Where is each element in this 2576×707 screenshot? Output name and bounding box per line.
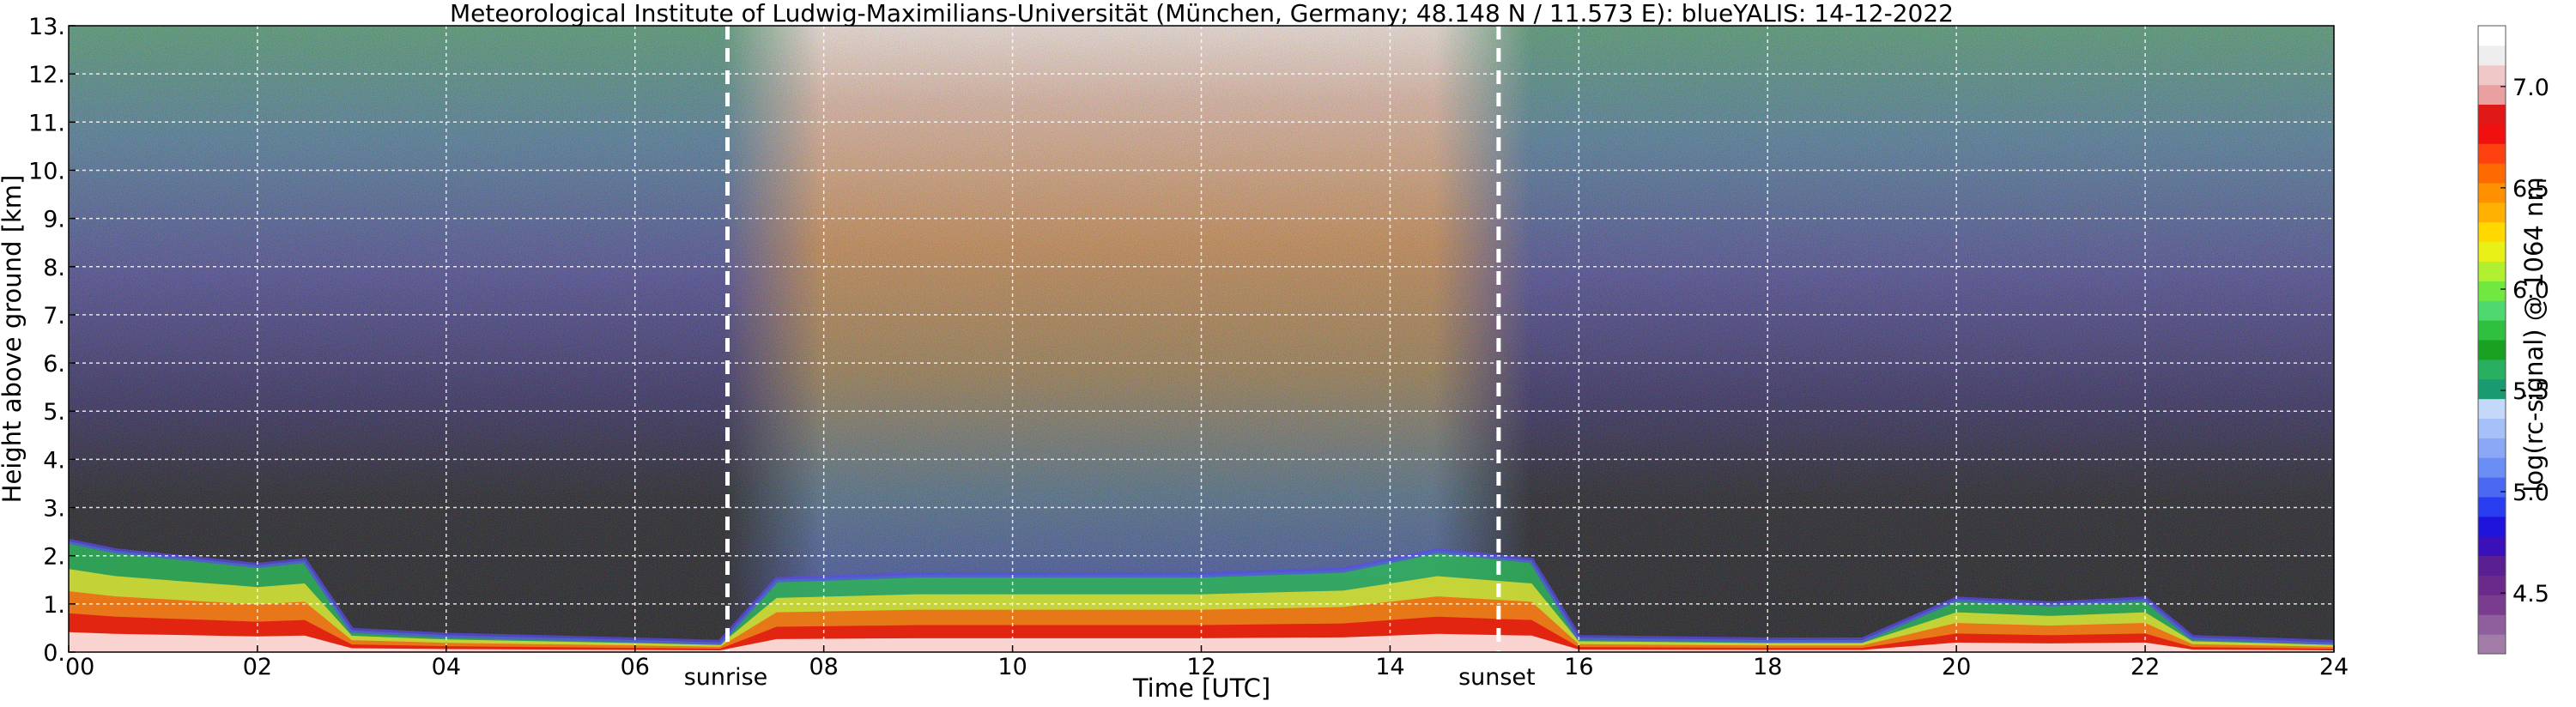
signal-noise-texture: [69, 26, 2334, 652]
colorbar-segment: [2478, 45, 2506, 66]
boundary-layer-band-4: [69, 631, 2334, 652]
colorbar-segment: [2478, 497, 2506, 517]
y-tick-label: 3.: [43, 496, 65, 523]
y-tick-label: 0.: [43, 640, 65, 667]
colorbar-segment: [2478, 340, 2506, 360]
colorbar-segment: [2478, 183, 2506, 203]
x-tick-label: 16: [1564, 654, 1593, 680]
colorbar-segment: [2478, 84, 2506, 105]
x-tick-label: 10: [997, 654, 1027, 680]
boundary-layer-top-line: [69, 538, 2334, 645]
colorbar-segment: [2478, 555, 2506, 576]
colorbar-segment: [2478, 104, 2506, 124]
plot-area: [69, 26, 2334, 652]
colorbar-tick-label: 7.0: [2512, 75, 2549, 101]
colorbar-segment: [2478, 595, 2506, 615]
y-tick-label: 7.: [43, 303, 65, 329]
colorbar-tick-label: 5.5: [2512, 378, 2549, 405]
colorbar-tick-label: 6.0: [2512, 277, 2549, 304]
x-tick-label: 14: [1375, 654, 1404, 680]
colorbar-segment: [2478, 418, 2506, 438]
colorbar-segment: [2478, 26, 2506, 46]
colorbar-segment: [2478, 281, 2506, 301]
colorbar-segment: [2478, 359, 2506, 380]
colorbar-ticks: 4.5 5.0 5.5 6.0 6.5 7.0: [2500, 75, 2549, 607]
colorbar-segment: [2478, 438, 2506, 458]
colorbar-frame: [2477, 25, 2506, 655]
y-tick-label: 8.: [43, 255, 65, 281]
colorbar-segment: [2478, 300, 2506, 321]
y-tick-label: 10.: [28, 158, 65, 184]
sunrise-label: sunrise: [684, 664, 768, 691]
y-tick-label: 11.: [28, 110, 65, 136]
x-axis-title: Time [UTC]: [1132, 674, 1270, 703]
colorbar-tick-label: 4.5: [2512, 581, 2549, 607]
colorbar-segment: [2478, 457, 2506, 478]
colorbar-segment: [2478, 124, 2506, 144]
grid-lines: [69, 26, 2334, 652]
x-tick-label: 22: [2131, 654, 2160, 680]
y-tick-label: 12.: [28, 62, 65, 88]
x-tick-label: 20: [1942, 654, 1971, 680]
boundary-layer-band-2: [69, 590, 2334, 652]
y-tick-label: 5.: [43, 399, 65, 426]
colorbar-segment: [2478, 143, 2506, 164]
colorbar-segment: [2478, 535, 2506, 557]
y-tick-label: 2.: [43, 544, 65, 571]
colorbar-tick-label: 6.5: [2512, 176, 2549, 202]
plot-title: Meteorological Institute of Ludwig-Maxim…: [450, 0, 1954, 27]
colorbar-segment: [2478, 398, 2506, 419]
y-tick-label: 1.: [43, 592, 65, 619]
colorbar-segment: [2478, 477, 2506, 498]
y-tick-label: 9.: [43, 207, 65, 233]
x-tick-label: 08: [809, 654, 838, 680]
y-tick-label: 4.: [43, 447, 65, 474]
colorbar-segment: [2478, 163, 2506, 184]
x-tick-label: 02: [243, 654, 272, 680]
y-tick-label: 13.: [28, 14, 65, 40]
colorbar-segment: [2478, 575, 2506, 595]
colorbar-segment: [2478, 320, 2506, 341]
colorbar-segment: [2478, 516, 2506, 537]
x-tick-label: 06: [621, 654, 650, 680]
y-axis-title: Height above ground [km]: [0, 175, 27, 504]
colorbar-title: log(rc-signal) @ 1064 nm: [2519, 177, 2549, 492]
colorbar: [2477, 25, 2506, 655]
x-tick-label: 18: [1753, 654, 1782, 680]
colorbar-segment: [2478, 378, 2506, 400]
colorbar-segment: [2478, 241, 2506, 262]
x-tick-label: 00: [65, 654, 94, 680]
colorbar-segment: [2478, 634, 2506, 655]
colorbar-segment: [2478, 261, 2506, 281]
y-axis: 0. 1. 2. 3. 4. 5. 6. 7. 8. 9. 10. 11. 12. 13.: [28, 14, 76, 667]
sun-markers: [725, 26, 1501, 652]
colorbar-tick-label: 5.0: [2512, 480, 2549, 506]
sunset-label: sunset: [1458, 664, 1536, 691]
x-tick-label: 04: [432, 654, 461, 680]
colorbar-segment: [2478, 614, 2506, 635]
x-tick-label: 12: [1186, 654, 1215, 680]
x-tick-label: 24: [2319, 654, 2349, 680]
colorbar-segment: [2478, 202, 2506, 223]
colorbar-segment: [2478, 221, 2506, 243]
x-axis: 00 02 04 06 08 10 12 14 16 18 20 22 24: [65, 645, 2349, 680]
sun-marker-labels: sunrise sunset: [684, 664, 1536, 691]
y-tick-label: 6.: [43, 351, 65, 378]
colorbar-segment: [2478, 64, 2506, 86]
